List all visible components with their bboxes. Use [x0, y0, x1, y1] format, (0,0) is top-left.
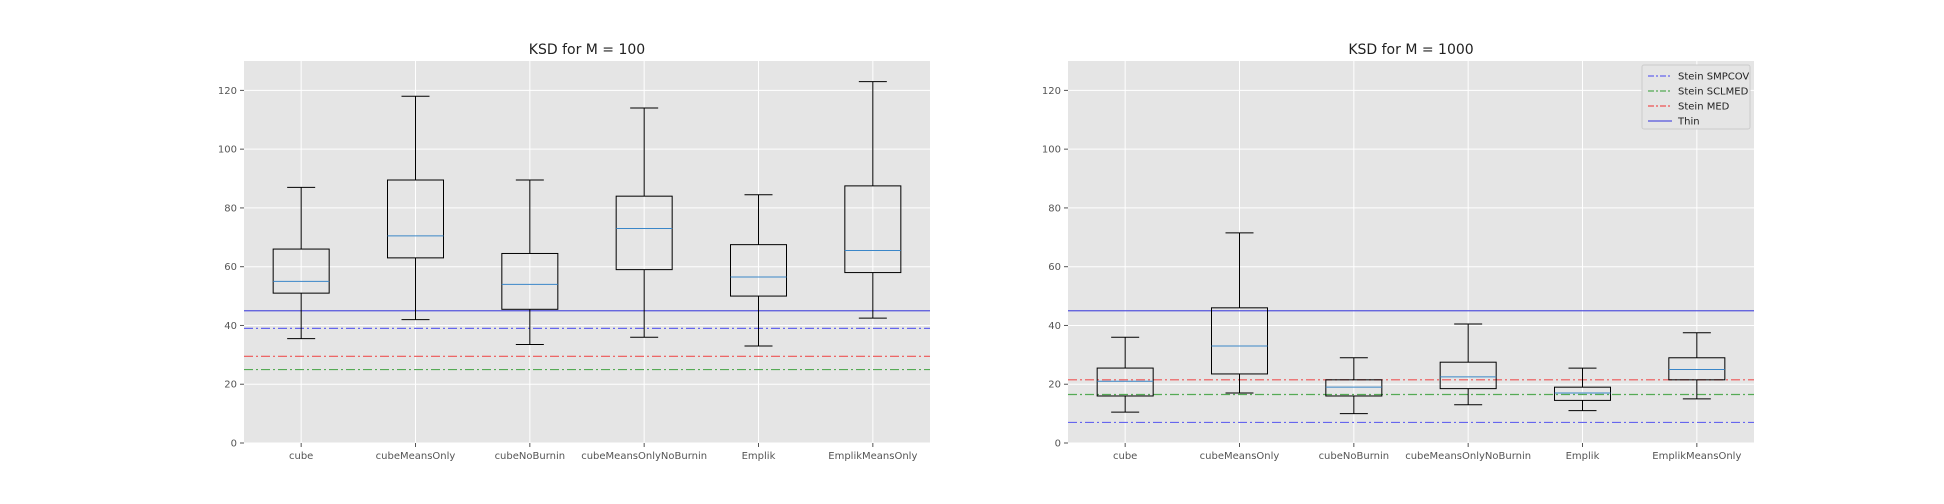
box-iqr	[272, 248, 330, 294]
box-iqr	[1325, 379, 1383, 397]
box-cubeMeansOnlyNoBurnin	[615, 107, 673, 338]
box-iqr	[501, 252, 559, 310]
box-iqr	[730, 244, 787, 297]
y-tick-label: 120	[218, 86, 237, 97]
y-tick-label: 40	[224, 321, 237, 332]
box-cube	[1096, 336, 1154, 413]
box-cubeNoBurnin	[1325, 357, 1383, 415]
y-tick-label: 20	[224, 380, 237, 391]
y-tick-label: 0	[231, 439, 237, 450]
y-tick-label: 100	[1042, 145, 1061, 156]
box-iqr	[387, 179, 444, 259]
chart-title: KSD for M = 100	[529, 42, 645, 58]
x-tick-label: cubeMeansOnly	[376, 451, 456, 462]
x-tick-label: EmplikMeansOnly	[1652, 451, 1741, 462]
box-cubeMeansOnly	[387, 95, 444, 321]
x-tick-label: cubeMeansOnlyNoBurnin	[581, 451, 707, 462]
y-tick-label: 60	[224, 262, 237, 273]
x-tick-label: cube	[1113, 451, 1137, 462]
x-tick-label: cubeNoBurnin	[495, 451, 566, 462]
box-EmplikMeansOnly	[844, 81, 902, 319]
box-cube	[272, 186, 330, 340]
legend-label: Stein SCLMED	[1678, 87, 1749, 98]
y-tick-label: 80	[1048, 203, 1061, 214]
x-tick-label: Emplik	[1566, 451, 1600, 462]
legend-label: Stein SMPCOV	[1678, 72, 1749, 83]
y-tick-label: 120	[1042, 86, 1061, 97]
x-tick-label: cubeMeansOnlyNoBurnin	[1405, 451, 1531, 462]
legend-label: Stein MED	[1678, 102, 1730, 113]
box-cubeMeansOnlyNoBurnin	[1439, 323, 1497, 406]
box-Emplik	[730, 194, 787, 347]
y-tick-label: 60	[1048, 262, 1061, 273]
box-cubeNoBurnin	[501, 179, 559, 346]
box-EmplikMeansOnly	[1668, 332, 1726, 400]
x-tick-label: EmplikMeansOnly	[828, 451, 917, 462]
legend-label: Thin	[1677, 117, 1700, 128]
x-tick-label: cube	[289, 451, 313, 462]
box-iqr	[1554, 386, 1611, 401]
y-tick-label: 80	[224, 203, 237, 214]
box-iqr	[844, 185, 902, 274]
box-Emplik	[1554, 367, 1611, 412]
chart-panel-2: 0 20 40 60 80 100 120 cube cubeMeansOnly cubeNoBu…	[1042, 42, 1754, 462]
x-tick-label: cubeMeansOnly	[1200, 451, 1280, 462]
legend: Stein SMPCOV Stein SCLMED Stein MED Thin	[1641, 64, 1751, 130]
y-tick-label: 100	[218, 145, 237, 156]
box-cubeMeansOnly	[1211, 232, 1268, 394]
box-iqr	[615, 195, 673, 271]
plot-area	[244, 61, 930, 443]
legend-box	[1641, 64, 1751, 130]
y-tick-label: 40	[1048, 321, 1061, 332]
box-iqr	[1439, 361, 1497, 390]
y-tick-label: 0	[1055, 439, 1061, 450]
chart-panel-1: 0 20 40 60 80 100 120 cube cubeMeansOnly cubeNoBu…	[218, 42, 930, 462]
box-iqr	[1211, 307, 1268, 375]
x-tick-label: Emplik	[742, 451, 776, 462]
y-tick-label: 20	[1048, 380, 1061, 391]
chart-title: KSD for M = 1000	[1348, 42, 1473, 58]
box-iqr	[1668, 357, 1726, 381]
x-tick-label: cubeNoBurnin	[1319, 451, 1390, 462]
box-iqr	[1096, 367, 1154, 397]
